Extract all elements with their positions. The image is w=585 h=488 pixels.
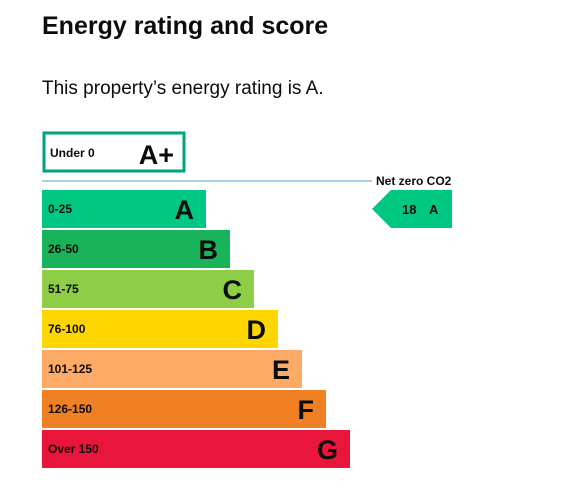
rating-summary: This property’s energy rating is A. [42, 78, 324, 99]
band-range-d: 76-100 [48, 322, 86, 336]
band-letter-b: B [199, 235, 219, 265]
band-range-f: 126-150 [48, 402, 92, 416]
band-letter-e: E [272, 355, 290, 385]
band-aplus-range: Under 0 [50, 146, 95, 160]
band-letter-f: F [298, 395, 315, 425]
band-bar-e [42, 350, 302, 388]
current-rating-letter: A [429, 202, 439, 217]
current-rating-arrow [372, 190, 452, 228]
band-bar-f [42, 390, 326, 428]
band-range-e: 101-125 [48, 362, 92, 376]
band-bar-d [42, 310, 278, 348]
band-bar-c [42, 270, 254, 308]
page-heading: Energy rating and score [42, 12, 329, 40]
band-range-a: 0-25 [48, 202, 72, 216]
band-range-b: 26-50 [48, 242, 79, 256]
band-bar-g [42, 430, 350, 468]
band-bar-b [42, 230, 230, 268]
band-bar-a [42, 190, 206, 228]
band-letter-g: G [317, 435, 338, 465]
band-range-c: 51-75 [48, 282, 79, 296]
band-letter-c: C [223, 275, 243, 305]
current-rating-score: 18 [402, 202, 416, 217]
band-letter-a: A [175, 195, 195, 225]
band-range-g: Over 150 [48, 442, 99, 456]
net-zero-label: Net zero CO2 [376, 174, 452, 188]
band-letter-d: D [247, 315, 267, 345]
band-aplus-box [42, 131, 186, 173]
band-aplus-letter: A+ [139, 140, 174, 170]
